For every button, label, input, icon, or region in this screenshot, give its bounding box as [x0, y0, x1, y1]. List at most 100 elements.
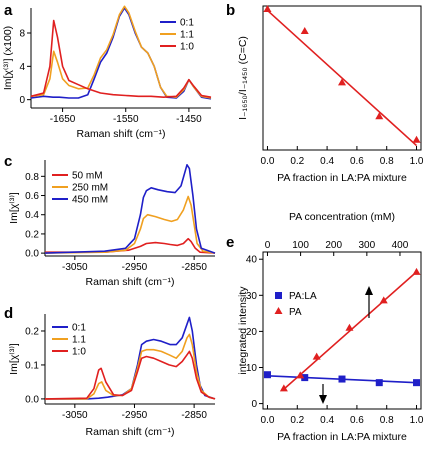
- panel-a-y-label: Im[χ⁽³⁾] (x100): [2, 26, 14, 90]
- panel-e-frame: [262, 251, 422, 410]
- panel-d-x-label: Raman shift (cm⁻¹): [86, 426, 175, 438]
- panel-e-point-triangle: [279, 384, 288, 392]
- panel-a-series-0-1: [30, 7, 212, 100]
- panel-e-y-tick-label: 10: [246, 363, 258, 374]
- panel-b-point: [338, 78, 346, 86]
- panel-a-legend-label: 1:1: [180, 30, 194, 41]
- panel-c-x-tick-label: -2850: [181, 262, 207, 273]
- panel-d-x-tick-label: -2850: [181, 410, 207, 421]
- panel-d-y-tick-label: 0.2: [25, 326, 39, 337]
- panel-c-legend-label: 450 mM: [72, 195, 108, 206]
- panel-c-y-tick-label: 0.0: [25, 249, 39, 260]
- panel-e-y-label: integrated intensity: [237, 286, 249, 375]
- panel-b-point: [300, 26, 309, 34]
- panel-e-x-tick-label: 0.6: [350, 415, 364, 426]
- panel-e-top-tick-label: 300: [358, 240, 375, 251]
- panel-c-y-label: Im[χ⁽³⁾]: [8, 192, 20, 224]
- panel-e-legend-swatch: [274, 307, 283, 314]
- panel-e-x-label: PA fraction in LA:PA mixture: [277, 431, 407, 443]
- panel-b-x-tick-label: 0.6: [350, 156, 364, 167]
- panel-e-y-tick-label: 0: [251, 399, 257, 410]
- panel-e-top-label: PA concentration (mM): [289, 211, 395, 223]
- panel-b-x-tick-label: 0.4: [320, 156, 334, 167]
- panel-e-arrow-down-head: [319, 395, 327, 404]
- panel-b-frame: [262, 5, 422, 151]
- panel-e-legend-label: PA:LA: [289, 291, 317, 302]
- panel-e-point-triangle: [345, 323, 354, 331]
- panel-c-series-50-mM: [45, 237, 216, 254]
- panel-d-series-0-1: [45, 316, 216, 400]
- panel-a-plot: -1650 -1550 -1450 0 4 8 0:11:11:0 Raman shift (…: [2, 5, 212, 140]
- panel-c-y-tick-label: 0.6: [25, 191, 39, 202]
- panel-e-point-square: [301, 374, 309, 382]
- panel-e-arrow-up-head: [365, 286, 373, 295]
- panel-c: c -3050 -2950 -2850 0.0 0.2 0.4 0.6 0.8 50 mM250…: [4, 153, 216, 288]
- panel-c-x-tick-label: -3050: [62, 262, 88, 273]
- panel-a-x-tick-label: -1650: [50, 114, 76, 125]
- panel-b-x-label: PA fraction in LA:PA mixture: [277, 172, 407, 184]
- panel-e-top-tick-label: 100: [292, 240, 309, 251]
- panel-a-x-tick-label: -1450: [176, 114, 202, 125]
- panel-e-y-tick-label: 20: [246, 327, 258, 338]
- panel-e-x-tick-label: 0.8: [380, 415, 394, 426]
- panel-d-legend-label: 1.1: [72, 335, 86, 346]
- panel-e-point-square: [413, 379, 421, 387]
- panel-b-y-label: I₋₁₆₅₀/I₋₁₄₅₀ (C=C): [237, 36, 249, 120]
- panel-e-legend-label: PA: [289, 307, 302, 318]
- panel-d-y-label: Im[χ⁽³⁾]: [8, 343, 20, 375]
- panel-e-point-triangle: [379, 296, 388, 304]
- panel-e-point-triangle: [296, 371, 305, 379]
- panel-e: e 0.0 0.2 0.4 0.6 0.8 1.0 0 10 20 30 400 100 200 300 4…: [226, 211, 424, 443]
- panel-e-top-tick-label: 400: [392, 240, 409, 251]
- panel-e-x-tick-label: 1.0: [410, 415, 424, 426]
- panel-b-point: [412, 135, 421, 143]
- panel-e-letter: e: [226, 234, 234, 251]
- panel-b-letter: b: [226, 2, 235, 19]
- panel-b-plot: 0.0 0.2 0.4 0.6 0.8 1.0PA fraction in LA:PA m…: [237, 4, 424, 184]
- panel-d-y-tick-label: 0.0: [25, 394, 39, 405]
- panel-d-series-1-0: [44, 350, 216, 400]
- panel-d-x-tick-label: -2950: [122, 410, 148, 421]
- panel-b-x-tick-label: 1.0: [410, 156, 424, 167]
- panel-e-x-tick-label: 0.0: [261, 415, 275, 426]
- panel-c-letter: c: [4, 153, 12, 170]
- panel-c-x-tick-label: -2950: [122, 262, 148, 273]
- panel-a-x-label: Raman shift (cm⁻¹): [77, 128, 166, 140]
- panel-a: a -1650 -1550 -1450 0 4 8 0:11:11:0 Raman shift…: [2, 2, 212, 140]
- panel-a-legend-label: 0:1: [180, 18, 194, 29]
- panel-d-plot: -3050 -2950 -2850 0.0 0.1 0.2 0:11.11:0 Raman s…: [8, 314, 216, 438]
- panel-c-legend-label: 250 mM: [72, 183, 108, 194]
- panel-b-x-tick-label: 0.8: [380, 156, 394, 167]
- panel-e-x-tick-label: 0.2: [290, 415, 304, 426]
- panel-c-legend-label: 50 mM: [72, 171, 103, 182]
- panel-e-point-square: [338, 375, 346, 383]
- panel-d-letter: d: [4, 305, 13, 322]
- panel-e-y-tick-label: 30: [246, 291, 258, 302]
- panel-e-point-square: [375, 379, 383, 387]
- panel-b: b 0.0 0.2 0.4 0.6 0.8 1.0PA fraction in LA:PA…: [226, 2, 424, 184]
- panel-c-y-tick-label: 0.8: [25, 172, 39, 183]
- panel-b-x-tick-label: 0.2: [290, 156, 304, 167]
- panel-b-fit-line: [266, 9, 418, 147]
- panel-a-series-1-1: [30, 5, 212, 99]
- panel-a-series-1-0: [30, 19, 212, 98]
- panel-a-y-tick-label: 4: [19, 62, 25, 73]
- panel-d-y-tick-label: 0.1: [25, 360, 39, 371]
- panel-e-point-triangle: [412, 267, 421, 275]
- panel-d-legend-label: 0:1: [72, 323, 86, 334]
- panel-b-point: [375, 112, 384, 120]
- panel-d-x-tick-label: -3050: [62, 410, 88, 421]
- panel-e-x-tick-label: 0.4: [320, 415, 334, 426]
- panel-a-letter: a: [4, 2, 13, 19]
- panel-b-point: [263, 4, 272, 12]
- panel-a-y-tick-label: 0: [19, 95, 25, 106]
- panel-a-y-tick-label: 8: [19, 29, 25, 40]
- panel-e-y-tick-label: 40: [246, 255, 258, 266]
- panel-e-top-tick-label: 200: [325, 240, 342, 251]
- panel-b-x-tick-label: 0.0: [261, 156, 275, 167]
- panel-c-y-tick-label: 0.4: [25, 210, 39, 221]
- panel-e-legend-swatch: [275, 292, 282, 299]
